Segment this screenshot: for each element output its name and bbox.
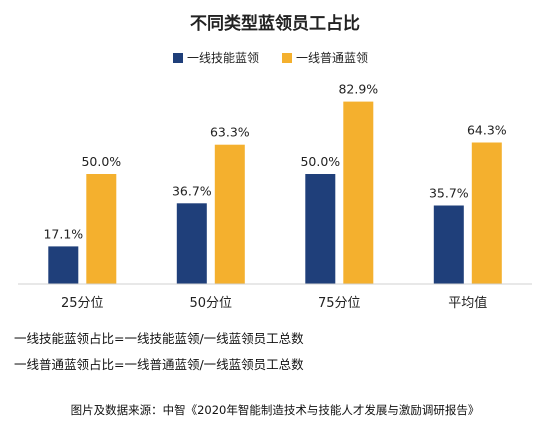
data-labels-layer: 17.1% 50.0% 36.7% 63.3% 50.0% 82.9% 35.7% 64.3%	[43, 82, 506, 242]
source-note: 图片及数据来源：中智《2020年智能制造技术与技能人才发展与激励调研报告》	[70, 403, 480, 417]
data-label-skilled-4: 35.7%	[429, 186, 469, 201]
data-label-general-1: 50.0%	[81, 154, 121, 169]
bar-general-1	[86, 174, 117, 284]
category-labels-layer: 25分位 50分位 75分位 平均值	[61, 295, 487, 311]
bars-layer	[48, 101, 502, 284]
bar-skilled-1	[48, 246, 79, 284]
category-label-4: 平均值	[448, 295, 487, 311]
bar-general-3	[343, 101, 374, 284]
chart-title: 不同类型蓝领员工占比	[190, 13, 360, 34]
legend-label-general: 一线普通蓝领	[296, 51, 368, 65]
data-label-skilled-3: 50.0%	[300, 154, 340, 169]
bar-skilled-2	[176, 203, 207, 284]
category-label-2: 50分位	[190, 296, 233, 311]
data-label-general-4: 64.3%	[467, 123, 507, 138]
data-label-skilled-2: 36.7%	[172, 183, 212, 198]
formula-note-general: 一线普通蓝领占比=一线普通蓝领/一线蓝领员工总数	[14, 357, 304, 372]
legend-label-skilled: 一线技能蓝领	[187, 51, 259, 65]
category-label-3: 75分位	[318, 296, 361, 311]
data-label-general-2: 63.3%	[210, 125, 250, 140]
formula-note-skilled: 一线技能蓝领占比=一线技能蓝领/一线蓝领员工总数	[14, 331, 304, 346]
bar-skilled-3	[305, 174, 336, 284]
data-label-skilled-1: 17.1%	[43, 226, 83, 241]
legend-swatch-skilled	[173, 53, 183, 63]
bar-general-2	[214, 144, 245, 284]
data-label-general-3: 82.9%	[338, 82, 378, 97]
category-label-1: 25分位	[61, 296, 104, 311]
legend-swatch-general	[282, 53, 292, 63]
bar-general-4	[471, 142, 502, 284]
bar-skilled-4	[433, 205, 464, 284]
